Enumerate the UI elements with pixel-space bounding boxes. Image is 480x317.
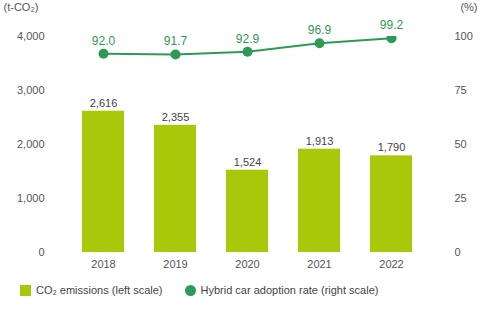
svg-text:2019: 2019 (163, 258, 187, 270)
svg-text:0: 0 (38, 246, 44, 258)
svg-text:0: 0 (455, 246, 461, 258)
svg-text:2021: 2021 (307, 258, 331, 270)
svg-text:3,000: 3,000 (17, 84, 45, 96)
svg-text:2022: 2022 (379, 258, 403, 270)
svg-text:4,000: 4,000 (17, 30, 45, 42)
svg-text:1,000: 1,000 (17, 192, 45, 204)
svg-text:92.9: 92.9 (236, 32, 260, 46)
svg-text:1,913: 1,913 (306, 135, 334, 147)
svg-text:(t-CO₂): (t-CO₂) (4, 1, 39, 13)
svg-text:91.7: 91.7 (164, 34, 188, 48)
svg-text:92.0: 92.0 (92, 34, 116, 48)
svg-text:96.9: 96.9 (308, 23, 332, 37)
svg-text:99.2: 99.2 (380, 18, 404, 32)
html-text:CO₂ emissions (left scale): CO₂ emissions (left scale) (36, 284, 163, 296)
svg-text:50: 50 (455, 138, 467, 150)
svg-text:25: 25 (455, 192, 467, 204)
svg-text:2018: 2018 (91, 258, 115, 270)
svg-text:(%): (%) (460, 1, 477, 13)
svg-text:1,790: 1,790 (378, 141, 406, 153)
svg-text:75: 75 (455, 84, 467, 96)
svg-text:2020: 2020 (235, 258, 259, 270)
svg-text:2,616: 2,616 (90, 97, 118, 109)
svg-text:2,000: 2,000 (17, 138, 45, 150)
svg-text:2,355: 2,355 (162, 111, 190, 123)
svg-text:100: 100 (455, 30, 473, 42)
html-text:Hybrid car adoption rate (righ: Hybrid car adoption rate (right scale) (200, 284, 379, 296)
svg-text:1,524: 1,524 (234, 156, 262, 168)
